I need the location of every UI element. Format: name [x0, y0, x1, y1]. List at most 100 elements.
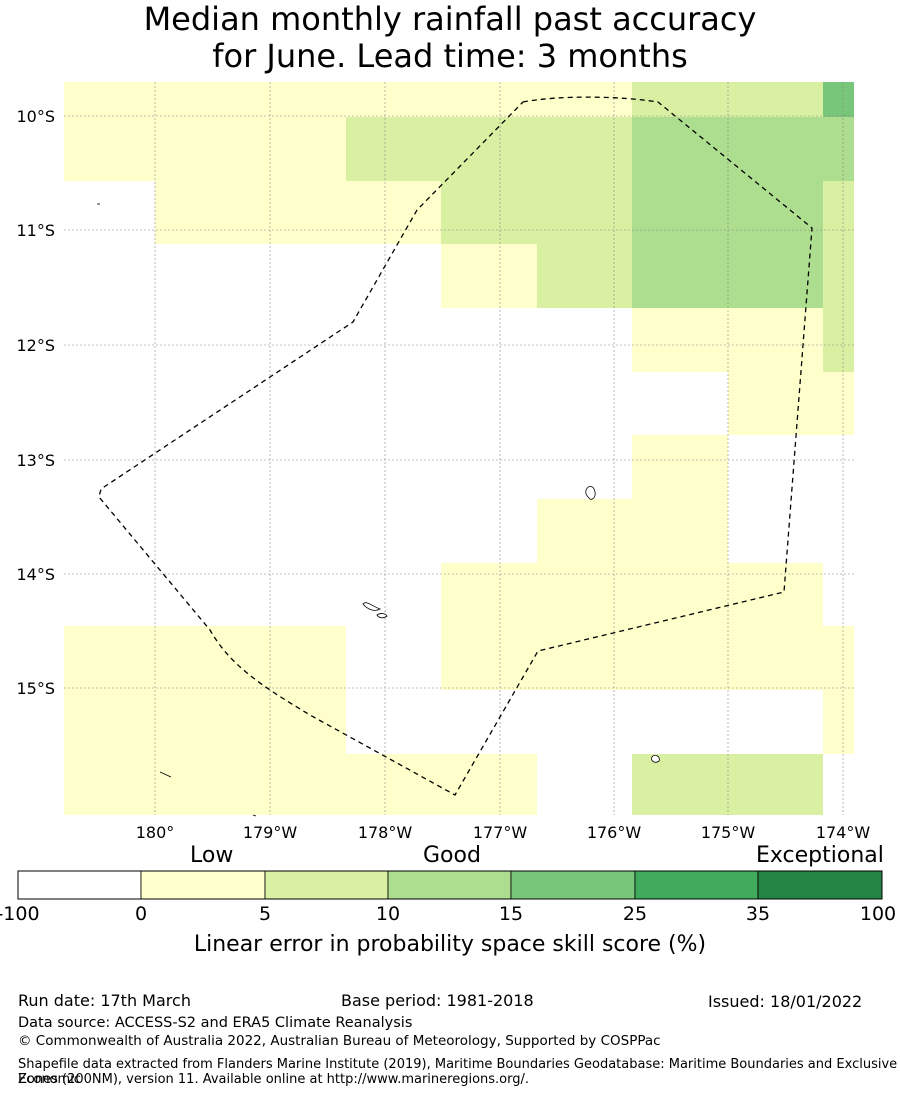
skill-cell	[823, 117, 854, 181]
skill-cell	[346, 82, 441, 117]
skill-cell	[632, 308, 728, 372]
skill-cell	[728, 372, 854, 435]
latitude-label: 13°S	[16, 451, 55, 470]
colorbar-outline	[17, 870, 883, 900]
eez-boundary	[98, 96, 813, 796]
skill-cell	[632, 82, 728, 117]
map-title-line1: Median monthly rainfall past accuracy	[143, 0, 757, 38]
skill-cell	[441, 181, 537, 244]
island-outline	[159, 771, 172, 778]
island-outline	[362, 602, 381, 611]
skill-cell	[537, 563, 632, 626]
shapefile-credit-line2: Zones (200NM), version 11. Available onl…	[18, 1072, 530, 1087]
colorbar-tick: 5	[258, 903, 272, 925]
skill-cell	[632, 754, 823, 815]
skill-grid-cells	[64, 82, 854, 815]
skill-cell	[441, 626, 537, 690]
colorbar-tick: 10	[375, 903, 401, 925]
colorbar-tick: 25	[622, 903, 648, 925]
colorbar	[17, 870, 883, 900]
longitude-label: 176°W	[587, 823, 642, 842]
skill-cell	[537, 82, 632, 117]
category-exceptional: Exceptional	[756, 843, 884, 868]
skill-cell	[728, 181, 823, 244]
skill-cell	[632, 499, 728, 563]
skill-cell	[632, 117, 728, 181]
skill-cell	[250, 117, 346, 181]
skill-cell	[64, 117, 155, 181]
skill-cell	[823, 754, 854, 815]
copyright: © Commonwealth of Australia 2022, Austra…	[18, 1033, 661, 1049]
skill-cell	[728, 308, 823, 372]
colorbar-segment	[140, 870, 266, 900]
skill-cell	[728, 626, 823, 690]
skill-cell	[537, 181, 632, 244]
skill-cell	[441, 117, 537, 181]
skill-cell	[346, 181, 441, 244]
latitude-label: 15°S	[16, 679, 55, 698]
skill-cell	[632, 244, 728, 308]
longitude-labels: 180° 179°W 178°W 177°W 176°W 175°W 174°W	[136, 823, 871, 842]
data-source: Data source: ACCESS-S2 and ERA5 Climate …	[18, 1015, 413, 1031]
colorbar-segment	[264, 870, 389, 900]
skill-cell	[632, 690, 823, 754]
base-period: Base period: 1981-2018	[341, 991, 534, 1010]
skill-cell	[346, 117, 441, 181]
latitude-label: 14°S	[16, 565, 55, 584]
latitude-labels: 10°S 11°S 12°S 13°S 14°S 15°S	[16, 107, 55, 698]
island-outline	[585, 486, 596, 500]
skill-cell	[250, 181, 346, 244]
colorbar-label: Linear error in probability space skill …	[193, 932, 707, 957]
issued-date: Issued: 18/01/2022	[708, 992, 863, 1011]
skill-cell	[823, 626, 854, 690]
skill-cell	[728, 244, 823, 308]
category-good: Good	[423, 843, 481, 868]
longitude-label: 178°W	[358, 823, 413, 842]
longitude-label: 174°W	[816, 823, 871, 842]
colorbar-tick: 15	[498, 903, 524, 925]
colorbar-tick: 35	[745, 903, 771, 925]
skill-cell	[632, 435, 728, 499]
longitude-label: 180°	[136, 823, 175, 842]
colorbar-segment	[17, 870, 142, 900]
category-low: Low	[190, 843, 234, 868]
shapefile-credit-line1: Shapefile data extracted from Flanders M…	[18, 1057, 898, 1087]
skill-cell	[537, 117, 632, 181]
colorbar-segment	[757, 870, 883, 900]
colorbar-segment	[510, 870, 636, 900]
skill-cell	[823, 690, 854, 754]
skill-cell	[441, 563, 537, 626]
skill-cell	[823, 82, 854, 117]
skill-cell	[346, 754, 537, 815]
colorbar-segment	[634, 870, 759, 900]
skill-cell	[823, 181, 854, 372]
skill-cell	[537, 499, 632, 563]
skill-cell	[64, 82, 250, 117]
map-title-line2: for June. Lead time: 3 months	[212, 37, 688, 75]
skill-cell	[632, 626, 728, 690]
island-outline	[252, 814, 257, 817]
colorbar-segment	[387, 870, 512, 900]
skill-cell	[728, 563, 823, 626]
skill-cell	[250, 82, 346, 117]
island-outline	[376, 613, 388, 619]
longitude-label: 175°W	[701, 823, 756, 842]
latitude-label: 11°S	[16, 221, 55, 240]
skill-cell	[728, 117, 823, 181]
colorbar-tick: 0	[134, 903, 148, 925]
skill-cell	[823, 435, 854, 499]
longitude-label: 177°W	[473, 823, 528, 842]
island-outline	[651, 754, 660, 763]
skill-cell	[537, 244, 632, 308]
skill-cell	[728, 82, 823, 117]
skill-cell	[632, 563, 728, 626]
colorbar-tick: 100	[859, 903, 897, 925]
skill-cell	[441, 244, 537, 308]
skill-cell	[155, 181, 250, 244]
skill-cell	[632, 181, 728, 244]
skill-cell	[64, 626, 346, 815]
latitude-label: 10°S	[16, 107, 55, 126]
longitude-label: 179°W	[243, 823, 298, 842]
run-date: Run date: 17th March	[18, 991, 191, 1010]
